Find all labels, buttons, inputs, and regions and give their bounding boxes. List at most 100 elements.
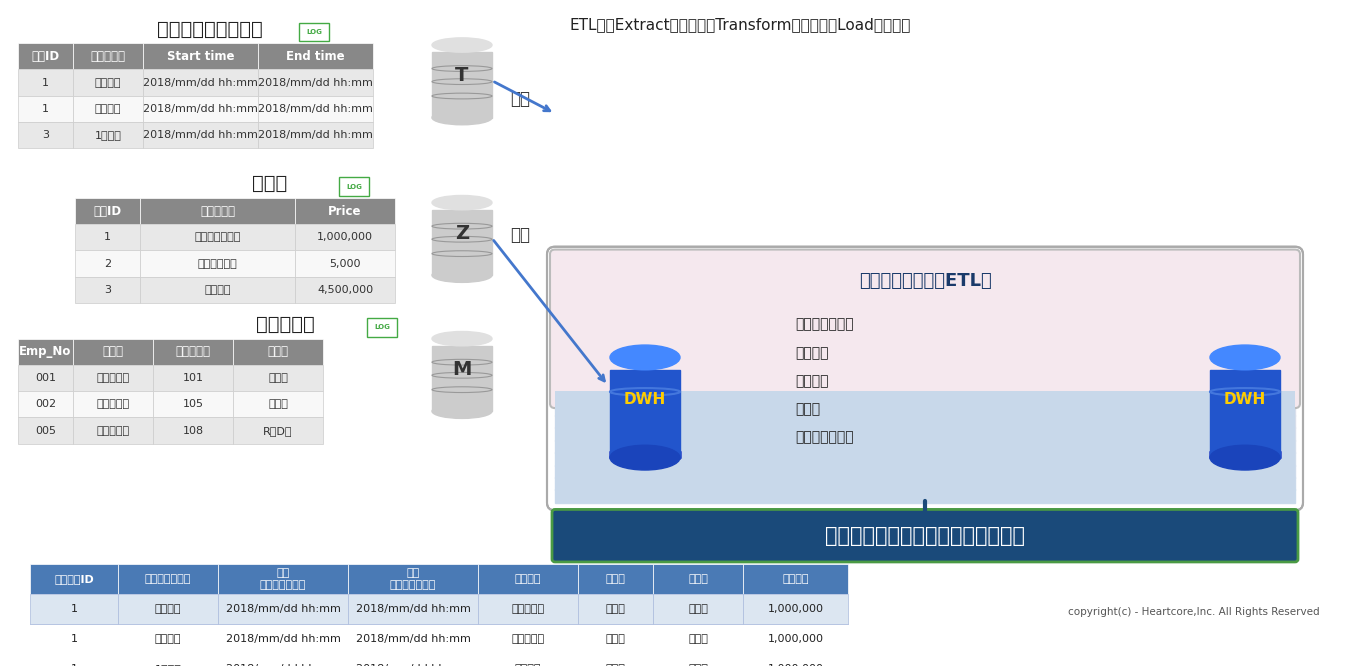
FancyBboxPatch shape <box>75 277 140 303</box>
FancyBboxPatch shape <box>295 250 395 277</box>
Text: ・出力: ・出力 <box>795 402 820 416</box>
Bar <box>555 452 1295 466</box>
FancyBboxPatch shape <box>30 564 119 594</box>
Bar <box>611 451 679 458</box>
Text: T: T <box>456 67 469 85</box>
Text: 5,000: 5,000 <box>329 258 361 268</box>
Text: 3: 3 <box>42 130 49 140</box>
FancyBboxPatch shape <box>154 339 233 365</box>
Ellipse shape <box>431 404 492 418</box>
Text: 2018/mm/dd hh:mm: 2018/mm/dd hh:mm <box>143 130 257 140</box>
FancyBboxPatch shape <box>743 654 848 666</box>
Text: 購入金额: 購入金额 <box>782 574 809 584</box>
Text: LOG: LOG <box>346 184 361 190</box>
FancyBboxPatch shape <box>73 69 143 96</box>
Text: ロール: ロール <box>605 574 625 584</box>
FancyBboxPatch shape <box>18 365 73 391</box>
FancyBboxPatch shape <box>30 624 119 654</box>
FancyBboxPatch shape <box>18 69 73 96</box>
FancyBboxPatch shape <box>75 250 140 277</box>
FancyBboxPatch shape <box>479 564 578 594</box>
FancyBboxPatch shape <box>233 418 324 444</box>
Text: マスター系: マスター系 <box>256 315 314 334</box>
Bar <box>555 490 1295 503</box>
Text: 春風亭昇太: 春風亭昇太 <box>511 634 545 644</box>
FancyBboxPatch shape <box>578 654 652 666</box>
FancyBboxPatch shape <box>578 594 652 624</box>
Text: 005: 005 <box>35 426 57 436</box>
Text: DWH: DWH <box>624 392 666 407</box>
FancyBboxPatch shape <box>743 624 848 654</box>
Text: 2018/mm/dd hh:mm: 2018/mm/dd hh:mm <box>225 664 341 666</box>
Text: 2018/mm/dd hh:mm: 2018/mm/dd hh:mm <box>257 104 373 114</box>
Text: 製品タイプ: 製品タイプ <box>200 204 235 218</box>
FancyBboxPatch shape <box>18 122 73 149</box>
FancyBboxPatch shape <box>348 594 479 624</box>
FancyBboxPatch shape <box>578 624 652 654</box>
FancyBboxPatch shape <box>75 198 140 224</box>
Text: データ統合管理（ETL）: データ統合管理（ETL） <box>859 272 991 290</box>
Text: 見積確認: 見積確認 <box>94 104 121 114</box>
Text: DWH: DWH <box>1224 392 1266 407</box>
FancyBboxPatch shape <box>143 96 257 122</box>
Text: アクティビティ: アクティビティ <box>144 574 191 584</box>
Bar <box>555 266 1295 279</box>
FancyBboxPatch shape <box>73 339 154 365</box>
Text: Z: Z <box>454 224 469 243</box>
Bar <box>611 451 679 458</box>
FancyBboxPatch shape <box>652 624 743 654</box>
Text: 2018/mm/dd hh:mm: 2018/mm/dd hh:mm <box>225 634 341 644</box>
Bar <box>1211 451 1279 458</box>
Text: 社員名: 社員名 <box>102 345 124 358</box>
Text: 属性系: 属性系 <box>252 174 287 193</box>
Text: アクション: アクション <box>90 50 125 63</box>
Bar <box>555 390 1295 404</box>
FancyBboxPatch shape <box>73 43 143 69</box>
Bar <box>555 415 1295 428</box>
Bar <box>1211 451 1279 458</box>
Bar <box>555 402 1295 416</box>
FancyBboxPatch shape <box>140 198 295 224</box>
FancyBboxPatch shape <box>743 564 848 594</box>
Bar <box>1211 451 1281 458</box>
Ellipse shape <box>431 38 492 52</box>
Text: 原材料: 原材料 <box>687 604 708 614</box>
Bar <box>555 365 1295 378</box>
Text: 経理部: 経理部 <box>268 373 288 383</box>
Text: 2018/mm/dd hh:mm: 2018/mm/dd hh:mm <box>143 104 257 114</box>
Text: 2018/mm/dd hh:mm: 2018/mm/dd hh:mm <box>356 634 470 644</box>
Bar <box>431 346 492 411</box>
Text: 案件ID: 案件ID <box>93 204 121 218</box>
Text: 抜出: 抜出 <box>510 91 530 109</box>
Ellipse shape <box>611 345 679 370</box>
Text: 林家たい平: 林家たい平 <box>97 426 129 436</box>
Text: 001: 001 <box>35 373 57 383</box>
Bar <box>611 451 679 458</box>
Bar <box>431 210 492 275</box>
Bar <box>611 451 679 458</box>
FancyBboxPatch shape <box>555 391 1295 503</box>
Bar <box>611 451 678 458</box>
FancyBboxPatch shape <box>75 224 140 250</box>
Text: 108: 108 <box>182 426 204 436</box>
FancyBboxPatch shape <box>348 624 479 654</box>
FancyBboxPatch shape <box>218 564 348 594</box>
Text: 101: 101 <box>182 373 204 383</box>
Text: 1,000,000: 1,000,000 <box>317 232 373 242</box>
Text: 1: 1 <box>42 104 49 114</box>
FancyBboxPatch shape <box>140 277 295 303</box>
FancyBboxPatch shape <box>295 198 395 224</box>
Bar <box>1211 451 1279 458</box>
Text: 経理部: 経理部 <box>605 604 625 614</box>
Text: 1: 1 <box>104 232 111 242</box>
FancyBboxPatch shape <box>154 418 233 444</box>
Text: 工作機械: 工作機械 <box>205 285 231 295</box>
Bar <box>1211 451 1279 458</box>
FancyBboxPatch shape <box>154 365 233 391</box>
Text: 2018/mm/dd hh:mm: 2018/mm/dd hh:mm <box>257 130 373 140</box>
FancyBboxPatch shape <box>257 122 373 149</box>
FancyBboxPatch shape <box>140 224 295 250</box>
Ellipse shape <box>611 446 679 470</box>
Bar <box>611 451 679 458</box>
Text: ・メンテナンス: ・メンテナンス <box>795 430 853 444</box>
